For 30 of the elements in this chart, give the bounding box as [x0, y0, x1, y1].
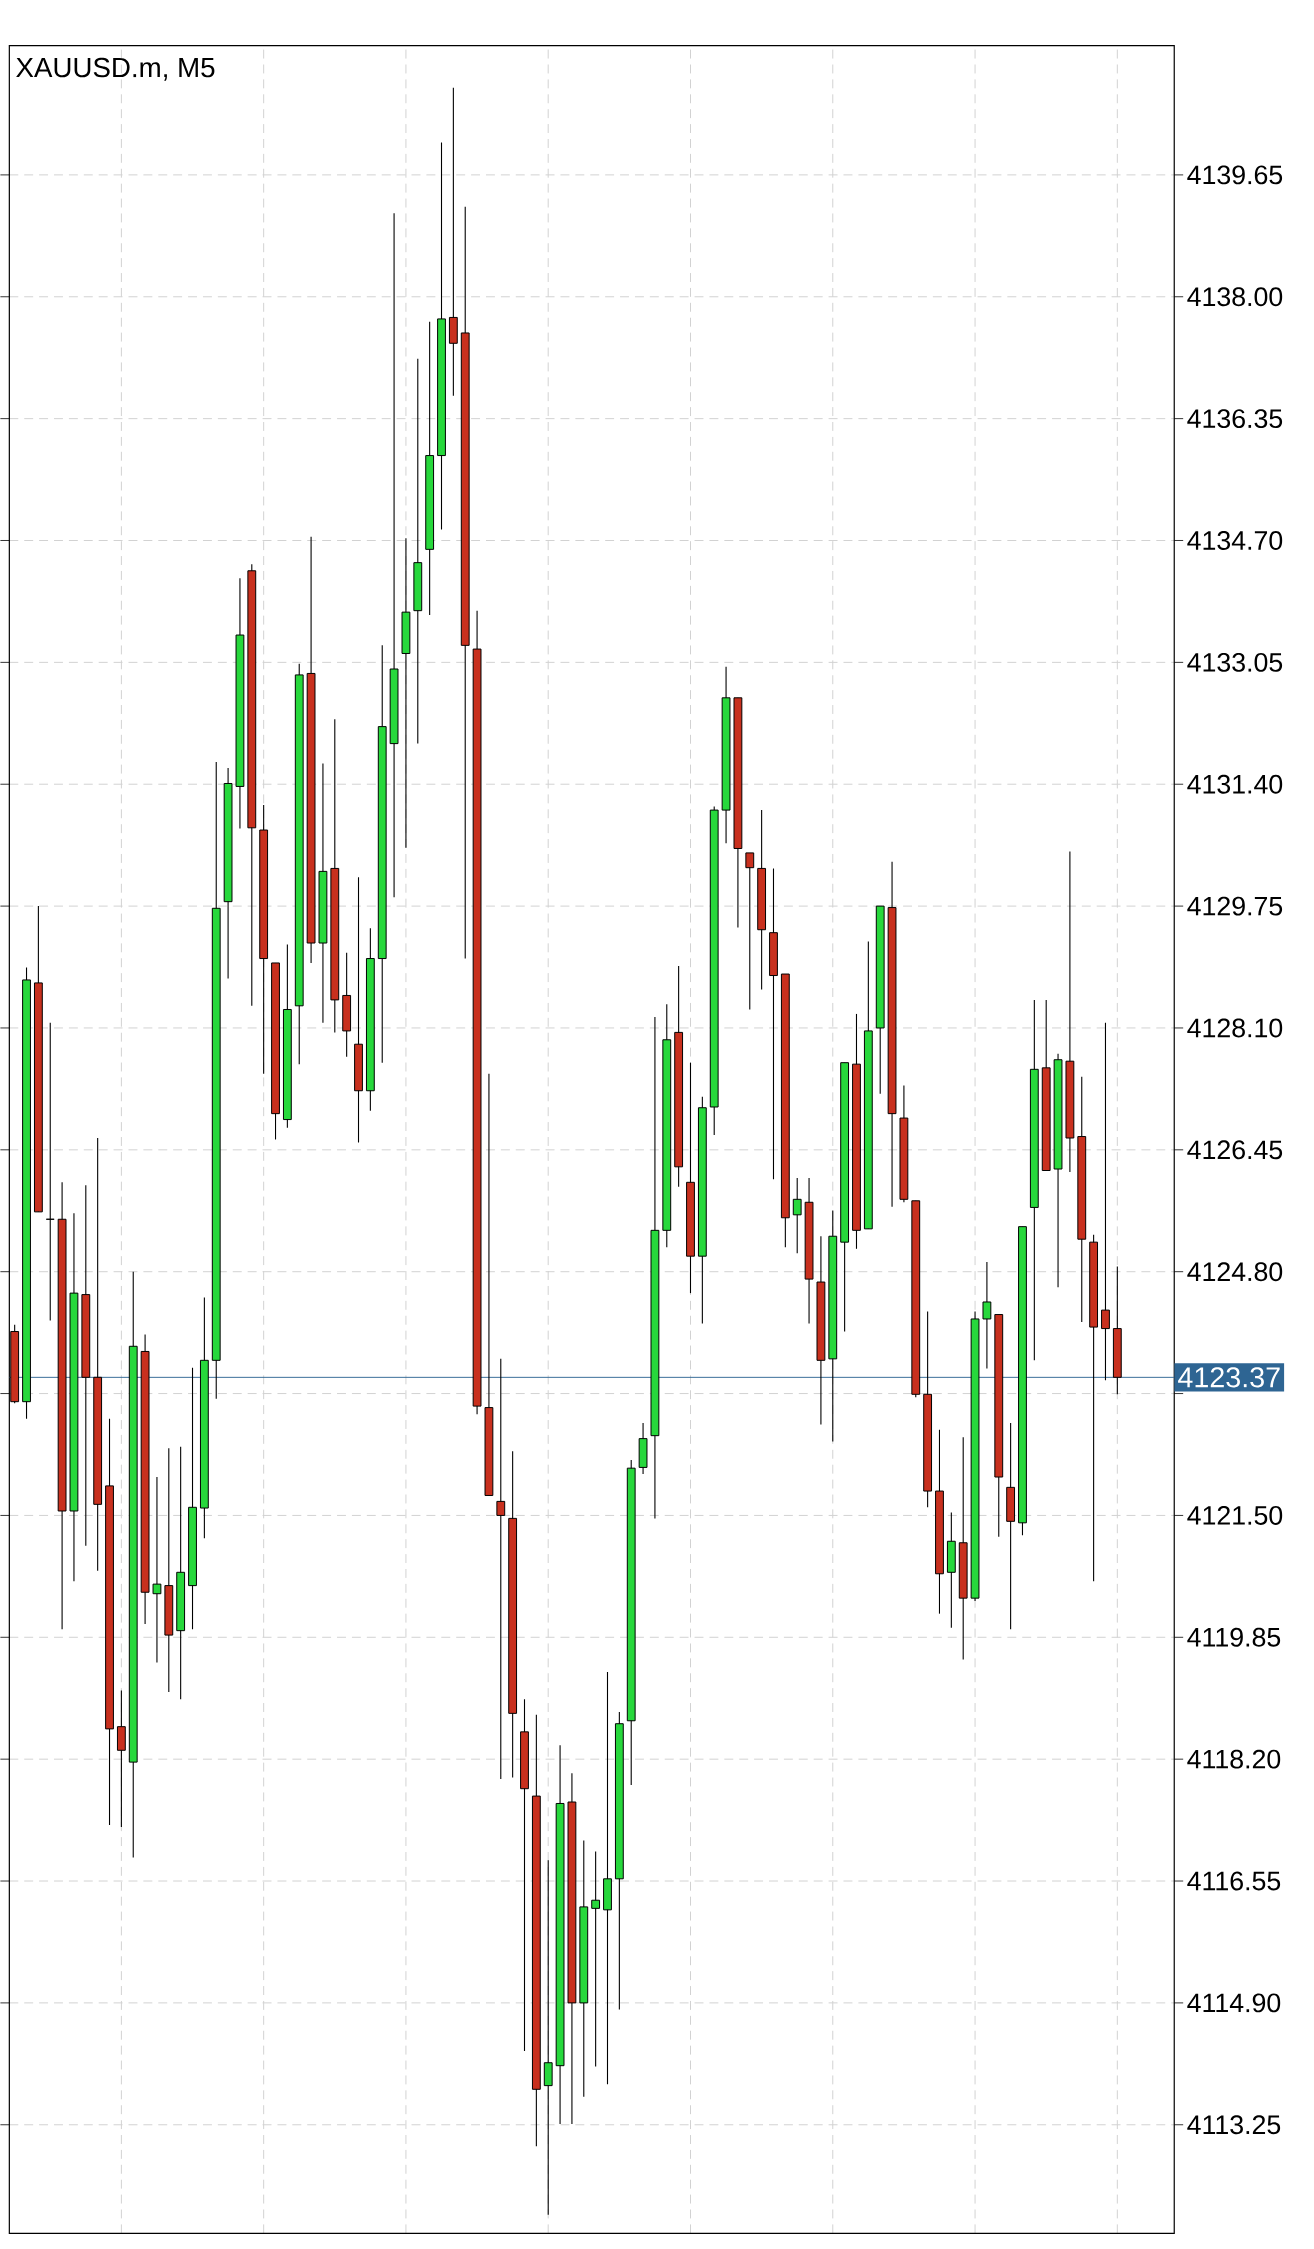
y-tick-label: 4133.05 — [1187, 652, 1283, 672]
y-tick-label: 4121.50 — [1187, 1505, 1283, 1525]
candlestick — [496, 1358, 506, 1780]
y-tick-label: 4119.85 — [1187, 1627, 1281, 1647]
y-tick-label: 4138.00 — [1187, 287, 1283, 307]
y-tick-label: 4116.55 — [1187, 1871, 1281, 1891]
y-tick-label: 4124.80 — [1187, 1262, 1283, 1282]
candlestick — [116, 1689, 126, 1828]
y-tick-label: 4136.35 — [1187, 409, 1283, 429]
y-tick-label: 4134.70 — [1187, 531, 1283, 550]
y-tick-label: 4126.45 — [1187, 1140, 1283, 1160]
candlestick — [603, 1671, 612, 2085]
candlestick — [152, 1476, 162, 1663]
candlestick — [543, 1859, 553, 2216]
candlestick — [591, 1850, 600, 2067]
y-tick-label: 4129.75 — [1187, 896, 1283, 916]
y-tick-label: 4128.10 — [1187, 1018, 1283, 1038]
candlestick — [1100, 1022, 1110, 1381]
y-tick-label: 4113.25 — [1187, 2115, 1281, 2135]
candlestick — [982, 1261, 992, 1369]
chart-title: XAUUSD.m, M5 — [16, 57, 215, 81]
y-tick-label: 4139.65 — [1187, 165, 1283, 185]
ref-line-label: 4123.37 — [1177, 1367, 1280, 1388]
y-tick-label: 4114.90 — [1187, 1993, 1281, 2013]
candlestick — [448, 87, 458, 397]
candlestick — [389, 212, 399, 898]
candlestick — [792, 1177, 802, 1254]
y-tick-label: 4118.20 — [1187, 1749, 1281, 1769]
y-tick-label: 4131.40 — [1187, 774, 1283, 794]
candlestick — [745, 852, 755, 1011]
